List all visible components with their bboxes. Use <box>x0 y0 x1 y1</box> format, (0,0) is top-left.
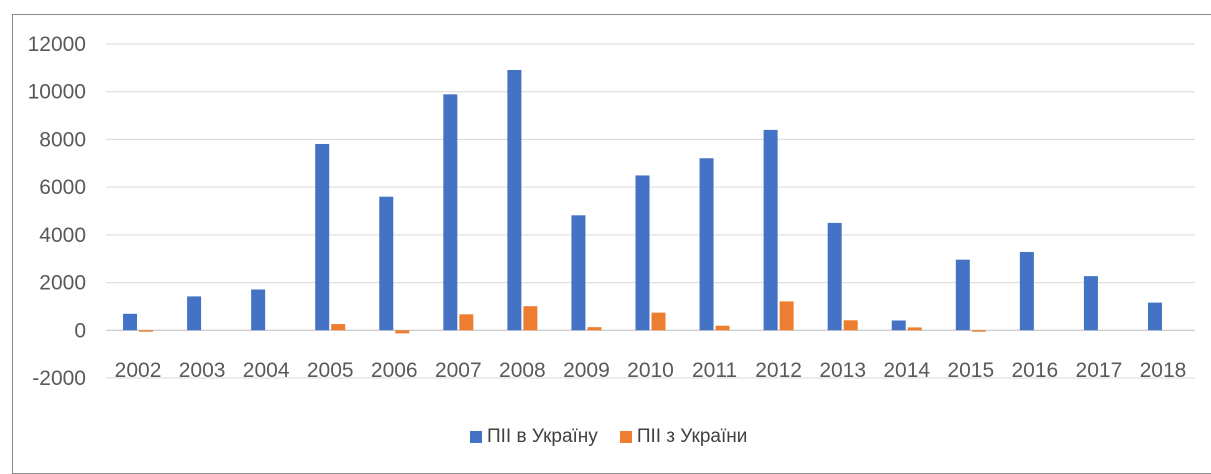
bar-series-2-2010 <box>651 312 666 331</box>
legend-label-series-1: ПІІ в Україну <box>487 426 598 447</box>
x-tick-label: 2009 <box>563 359 610 382</box>
x-tick-label: 2010 <box>627 359 674 382</box>
x-tick-label: 2011 <box>692 359 737 382</box>
bar-series-1-2009 <box>571 215 586 331</box>
x-tick-label: 2014 <box>883 359 930 382</box>
bar-series-2-2002 <box>139 330 154 332</box>
bar-series-1-2011 <box>699 158 714 331</box>
legend-label-series-2: ПІІ з України <box>636 426 748 447</box>
bar-series-2-2014 <box>907 327 922 331</box>
legend: ПІІ в Україну ПІІ з України <box>470 426 769 448</box>
bar-series-1-2004 <box>251 289 266 331</box>
x-tick-label: 2007 <box>435 359 482 382</box>
y-tick-label: 4000 <box>39 224 86 247</box>
y-tick-label: 12000 <box>28 33 86 56</box>
y-tick-label: 2000 <box>39 272 86 295</box>
legend-item-series-1: ПІІ в Україну <box>470 426 598 448</box>
bars <box>123 70 1162 334</box>
x-tick-label: 2015 <box>947 359 994 382</box>
bar-series-1-2005 <box>315 143 330 331</box>
bar-series-2-2013 <box>843 320 858 331</box>
bar-series-1-2006 <box>379 196 394 331</box>
bar-series-1-2017 <box>1083 276 1098 331</box>
x-tick-label: 2003 <box>179 359 226 382</box>
x-tick-label: 2008 <box>499 359 546 382</box>
y-tick-label: 10000 <box>28 81 86 104</box>
legend-swatch-series-1 <box>470 431 482 443</box>
y-tick-label: -2000 <box>32 367 86 390</box>
gridlines <box>106 43 1195 379</box>
bar-series-2-2009 <box>587 327 602 331</box>
y-tick-label: 8000 <box>39 128 86 151</box>
bar-series-1-2002 <box>123 313 138 331</box>
bar-series-1-2010 <box>635 175 650 331</box>
bar-series-1-2018 <box>1147 302 1162 331</box>
bar-series-2-2008 <box>523 306 538 331</box>
bar-series-2-2011 <box>715 325 730 331</box>
bar-series-1-2012 <box>763 129 778 331</box>
bar-series-2-2006 <box>395 330 410 334</box>
x-tick-label: 2005 <box>307 359 354 382</box>
x-axis-ticks: 2002 2003 2004 2005 2006 2007 2008 2009 2010 2011… <box>115 359 1187 382</box>
legend-swatch-series-2 <box>619 431 632 443</box>
bar-series-1-2003 <box>187 296 202 331</box>
bar-series-2-2015 <box>971 330 986 332</box>
x-tick-label: 2004 <box>243 359 290 382</box>
y-axis-ticks: -2000 0 2000 4000 6000 8000 10000 12000 <box>28 33 86 390</box>
x-tick-label: 2016 <box>1011 359 1058 382</box>
x-tick-label: 2017 <box>1076 359 1123 382</box>
bar-series-2-2012 <box>779 301 794 331</box>
x-tick-label: 2018 <box>1140 359 1187 382</box>
bar-series-1-2014 <box>891 320 906 331</box>
bar-series-2-2005 <box>331 324 346 331</box>
legend-item-series-2: ПІІ з України <box>619 426 748 448</box>
x-tick-label: 2013 <box>819 359 866 382</box>
x-tick-label: 2002 <box>115 359 162 382</box>
bar-series-1-2016 <box>1019 252 1034 331</box>
bar-series-1-2013 <box>827 222 842 331</box>
x-tick-label: 2006 <box>371 359 418 382</box>
y-tick-label: 6000 <box>39 176 86 199</box>
bar-series-1-2015 <box>955 259 970 331</box>
bar-series-1-2007 <box>443 94 458 331</box>
bar-series-2-2007 <box>459 314 474 331</box>
bar-series-1-2008 <box>507 70 522 331</box>
y-tick-label: 0 <box>74 319 86 342</box>
x-tick-label: 2012 <box>755 359 802 382</box>
